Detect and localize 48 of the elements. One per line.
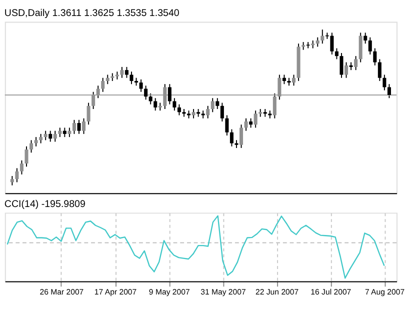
candlestick: [154, 98, 158, 112]
candlestick: [387, 84, 391, 99]
candlestick: [20, 160, 24, 175]
candlestick: [168, 84, 172, 105]
candlestick: [148, 92, 152, 105]
candlestick: [10, 175, 14, 186]
candlestick: [62, 127, 66, 138]
x-tick-label: 9 May 2007: [148, 287, 190, 296]
x-tick-label: 22 Jun 2007: [256, 287, 299, 296]
candlestick: [144, 85, 148, 100]
candlestick: [368, 36, 372, 55]
x-tick-label: 26 Mar 2007: [40, 287, 84, 296]
candlestick: [30, 140, 34, 154]
candlestick: [124, 66, 128, 78]
candlestick: [96, 85, 100, 99]
candlestick: [77, 119, 81, 134]
candlestick: [106, 74, 110, 85]
candlestick: [249, 118, 253, 128]
x-tick-label: 16 Jul 2007: [310, 287, 352, 296]
candlestick: [220, 102, 224, 122]
candlestick: [39, 133, 43, 144]
candlestick: [130, 71, 134, 85]
candlestick: [382, 74, 386, 91]
candlestick: [378, 58, 382, 82]
candlestick: [373, 48, 377, 66]
candlestick: [216, 98, 220, 110]
candlestick: [177, 104, 181, 116]
candlestick: [316, 36, 320, 48]
candlestick: [225, 114, 229, 136]
candlestick: [101, 77, 105, 92]
candlestick: [86, 102, 90, 126]
x-tick-label: 7 Aug 2007: [364, 287, 405, 296]
candlestick: [48, 130, 52, 142]
chart-title: USD,Daily 1.3611 1.3625 1.3535 1.3540: [4, 8, 180, 19]
candlestick: [34, 136, 38, 147]
candlestick: [24, 146, 28, 168]
candlestick: [340, 52, 344, 78]
candlestick: [172, 98, 176, 112]
x-tick-label: 17 Apr 2007: [94, 287, 137, 296]
candlestick: [334, 48, 338, 60]
candlestick: [282, 74, 286, 85]
candlestick: [139, 78, 143, 92]
x-tick-label: 31 May 2007: [200, 287, 246, 296]
candlestick: [15, 168, 19, 183]
candlestick: [230, 128, 234, 147]
candlestick: [92, 91, 96, 110]
chart-title: CCI(14) -195.9809: [4, 198, 86, 210]
candlestick: [364, 32, 368, 44]
